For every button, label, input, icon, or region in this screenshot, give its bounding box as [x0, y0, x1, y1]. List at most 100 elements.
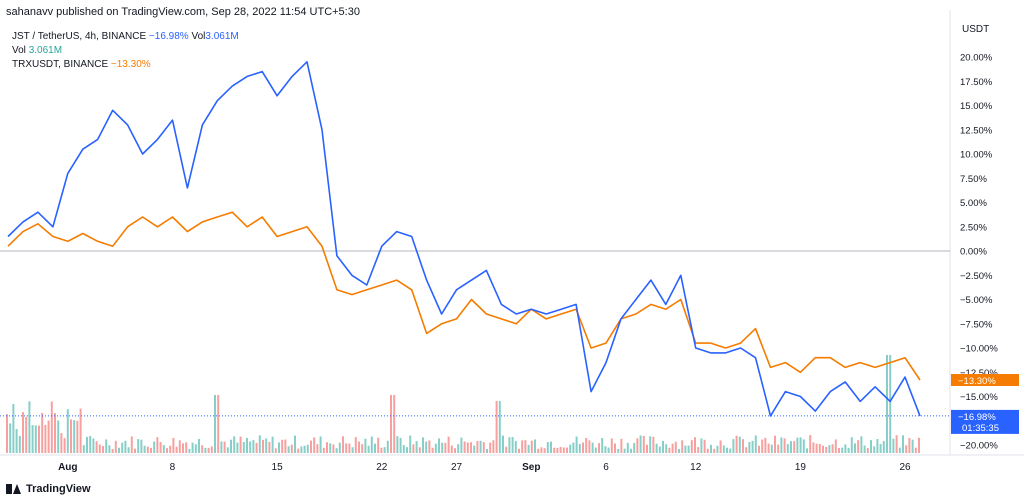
volume-bar [495, 401, 498, 453]
volume-bar [492, 440, 495, 453]
volume-bar [18, 435, 21, 453]
volume-bar [649, 436, 652, 453]
volume-bar [118, 447, 120, 453]
tradingview-logo[interactable]: TradingView [6, 483, 91, 495]
volume-bar [684, 445, 687, 453]
volume-bar [524, 440, 527, 453]
volume-bar [802, 439, 805, 453]
volume-bar [604, 446, 607, 453]
volume-bar [153, 441, 156, 453]
volume-bar [22, 412, 24, 453]
volume-bar [76, 420, 79, 453]
volume-bar [60, 433, 63, 453]
volume-bar [914, 447, 917, 453]
volume-bar [162, 445, 165, 453]
volume-bar [25, 416, 28, 453]
legend-trx[interactable]: TRXUSDT, BINANCE −13.30% [12, 58, 239, 72]
volume-bar [386, 440, 389, 453]
volume-bar [716, 445, 719, 453]
volume-bar [729, 448, 732, 453]
volume-bar [892, 438, 895, 453]
y-tick-label: −20.00% [960, 441, 998, 452]
volume-bar [351, 447, 354, 453]
volume-bar [178, 440, 181, 453]
x-tick-label: 27 [451, 462, 463, 473]
volume-bar [28, 401, 31, 453]
volume-bar [588, 440, 591, 453]
volume-bar [313, 437, 316, 453]
volume-bar [102, 445, 104, 453]
volume-bar [876, 439, 879, 453]
volume-bar [306, 444, 309, 453]
volume-bar [818, 443, 821, 453]
volume-bar [457, 444, 460, 453]
volume-bar [655, 443, 658, 453]
volume-bar [566, 447, 568, 453]
volume-bar [812, 442, 815, 453]
volume-bar [137, 439, 140, 453]
volume-bar [473, 445, 476, 453]
volume-bar [396, 436, 399, 453]
volume-bar [172, 437, 175, 453]
volume-bar [252, 440, 255, 453]
volume-bar [751, 440, 754, 453]
volume-bar [786, 444, 789, 453]
volume-bar [281, 439, 284, 453]
volume-bar [434, 443, 437, 453]
x-tick-label: 22 [376, 462, 388, 473]
volume-bar [831, 444, 834, 453]
legend-jst[interactable]: JST / TetherUS, 4h, BINANCE −16.98% Vol3… [12, 30, 239, 44]
volume-bar [127, 447, 130, 453]
volume-bar [905, 445, 908, 453]
volume-bar [233, 436, 236, 453]
volume-bar [121, 442, 124, 453]
volume-bar [114, 440, 117, 453]
volume-bar [882, 440, 885, 453]
volume-bar [287, 446, 290, 453]
volume-bar [738, 436, 741, 453]
legend-vol[interactable]: Vol 3.061M [12, 44, 239, 58]
volume-bar [409, 435, 412, 453]
volume-bar [402, 445, 405, 453]
volume-bar [175, 446, 178, 453]
volume-bar [610, 438, 613, 453]
volume-bar [489, 442, 492, 453]
volume-bar [582, 442, 584, 453]
volume-bar [399, 437, 402, 453]
volume-bar [799, 437, 802, 453]
legend-vol-label: Vol [12, 45, 26, 56]
volume-bar [6, 414, 8, 453]
volume-bar [230, 439, 232, 453]
volume-bar [159, 442, 162, 453]
y-tick-label: −2.50% [960, 271, 993, 282]
volume-bar [796, 437, 799, 453]
y-tick-label: 10.00% [960, 150, 993, 161]
volume-bar [354, 437, 357, 453]
volume-bar [758, 445, 760, 453]
volume-bar [89, 436, 92, 453]
volume-bar [322, 447, 325, 453]
volume-bar [841, 447, 844, 453]
jst-line [7, 61, 921, 417]
volume-bar [908, 437, 911, 453]
volume-bar [809, 435, 812, 453]
volume-bar [428, 440, 431, 453]
volume-bar [290, 444, 293, 453]
volume-bar [825, 446, 828, 453]
volume-bar [770, 444, 773, 453]
volume-bar [214, 395, 216, 453]
volume-bar [630, 448, 632, 453]
volume-bar [182, 443, 184, 453]
volume-bar [454, 448, 456, 453]
volume-bar [633, 442, 636, 453]
volume-bar [671, 443, 674, 453]
volume-bar [258, 435, 261, 453]
volume-bar [146, 446, 149, 453]
volume-bar [140, 439, 143, 453]
volume-bar [658, 446, 661, 453]
volume-bar [777, 444, 780, 453]
volume-bar [748, 441, 751, 453]
volume-bar [873, 446, 876, 453]
y-tick-label: −7.50% [960, 319, 993, 330]
